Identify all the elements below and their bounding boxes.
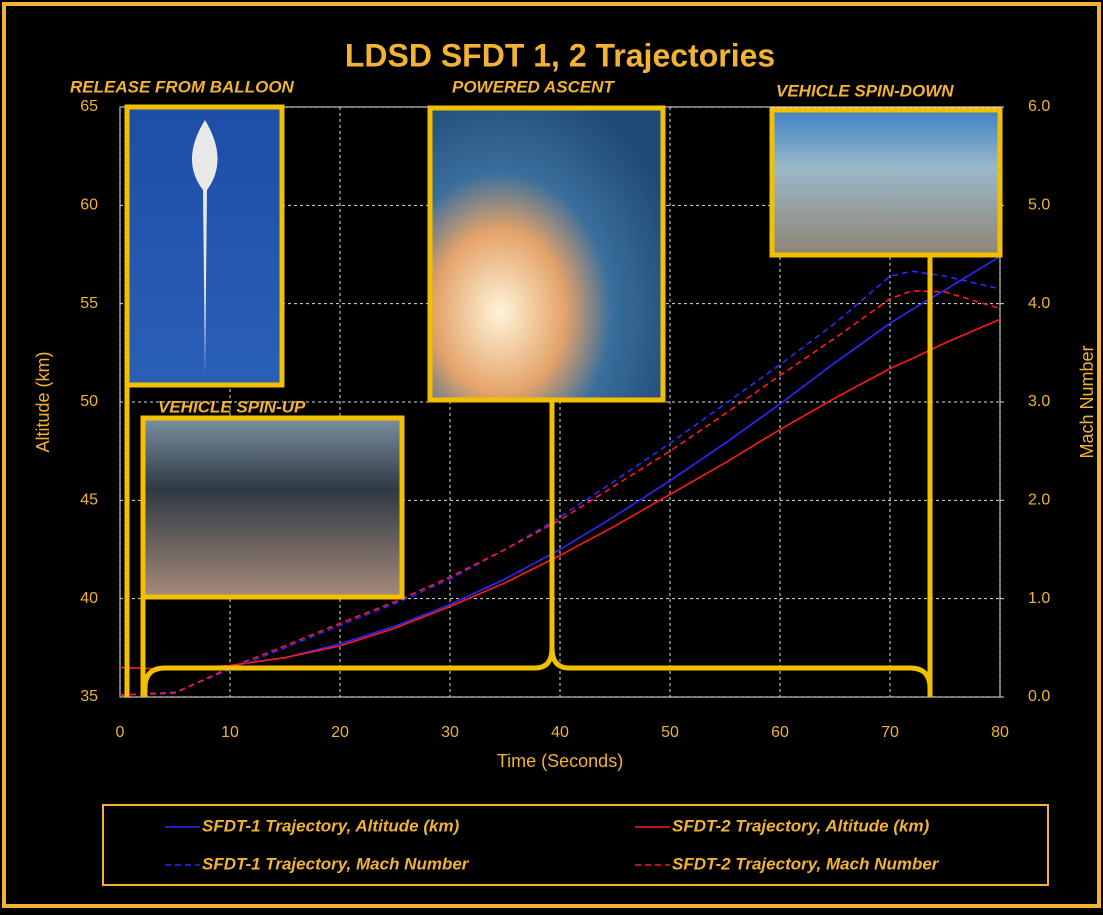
x-tick-label: 10: [221, 724, 239, 741]
annotation: VEHICLE SPIN-DOWN: [776, 81, 954, 100]
x-axis-label: Time (Seconds): [497, 751, 623, 771]
x-tick-label: 0: [116, 724, 125, 741]
annotation: VEHICLE SPIN-UP: [158, 397, 306, 416]
y2-tick-label: 0.0: [1028, 688, 1050, 705]
y-tick-label: 45: [80, 492, 98, 509]
x-tick-label: 40: [551, 724, 569, 741]
y2-tick-label: 4.0: [1028, 295, 1050, 312]
y-tick-label: 55: [80, 295, 98, 312]
y-tick-label: 60: [80, 197, 98, 214]
y-axis-label: Altitude (km): [33, 351, 53, 452]
legend-entries: SFDT-1 Trajectory, Altitude (km) SFDT-2 T…: [165, 816, 940, 873]
annotation: POWERED ASCENT: [452, 77, 615, 96]
chart-title: LDSD SFDT 1, 2 Trajectories: [345, 37, 775, 73]
x-tick-label: 60: [771, 724, 789, 741]
y-tick-label: 65: [80, 98, 98, 115]
y-tick-label: 40: [80, 590, 98, 607]
legend-label: SFDT-1 Trajectory, Altitude (km): [202, 816, 460, 835]
x-tick-label: 50: [661, 724, 679, 741]
photo-ascent: [430, 108, 663, 400]
x-tick-label: 80: [991, 724, 1009, 741]
x-tick-label: 70: [881, 724, 899, 741]
annotation: RELEASE FROM BALLOON: [70, 77, 295, 96]
y2-tick-label: 6.0: [1028, 98, 1050, 115]
y2-tick-label: 1.0: [1028, 590, 1050, 607]
legend-label: SFDT-1 Trajectory, Mach Number: [202, 854, 470, 873]
x-tick-label: 20: [331, 724, 349, 741]
photo-spin-up: [143, 418, 402, 597]
x-tick-label: 30: [441, 724, 459, 741]
y-tick-label: 35: [80, 688, 98, 705]
y2-axis-label: Mach Number: [1077, 345, 1097, 458]
y2-tick-label: 5.0: [1028, 197, 1050, 214]
chart: LDSD SFDT 1, 2 Trajectories Time (Second…: [0, 0, 1103, 910]
y2-tick-label: 2.0: [1028, 492, 1050, 509]
photo-spin-down: [772, 110, 1000, 255]
legend-label: SFDT-2 Trajectory, Altitude (km): [672, 816, 930, 835]
y2-tick-label: 3.0: [1028, 393, 1050, 410]
legend-label: SFDT-2 Trajectory, Mach Number: [672, 854, 940, 873]
y-tick-label: 50: [80, 393, 98, 410]
